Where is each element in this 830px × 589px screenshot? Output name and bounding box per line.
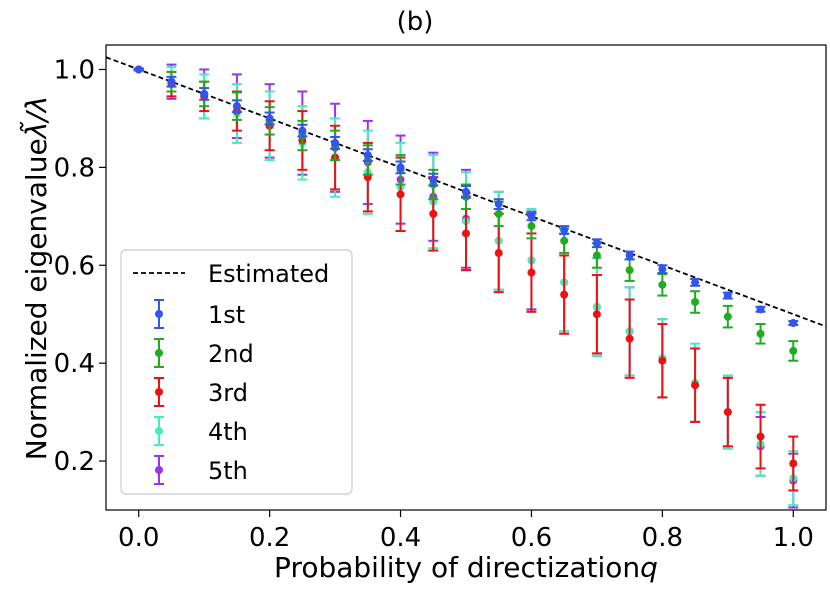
data-point (298, 126, 307, 135)
legend-label: 4th (208, 418, 248, 446)
legend-swatch-dot (155, 388, 163, 396)
x-tick-label: 0.2 (249, 523, 290, 553)
data-point (560, 236, 569, 245)
series-1 (133, 65, 799, 328)
data-point (723, 312, 732, 321)
x-tick-label: 0.0 (118, 523, 159, 553)
legend-swatch-dot (155, 466, 163, 474)
data-point (429, 209, 438, 218)
data-point (789, 459, 798, 468)
data-point (494, 209, 503, 218)
data-point (494, 249, 503, 258)
data-point (363, 151, 372, 160)
data-point (691, 381, 700, 390)
legend-label: 1st (208, 301, 245, 329)
plot-frame (105, 44, 827, 511)
x-tick-label: 1.0 (773, 523, 814, 553)
data-point (265, 114, 274, 123)
x-axis-label-text: Probability of directization (274, 551, 640, 584)
legend-label-estimated: Estimated (208, 260, 329, 288)
data-point (756, 432, 765, 441)
data-point (200, 89, 209, 98)
data-point (756, 329, 765, 338)
data-point (592, 251, 601, 260)
data-point (723, 408, 732, 417)
data-point (756, 305, 765, 314)
legend-swatch-dot (155, 310, 163, 318)
y-tick-label: 1.0 (54, 55, 95, 85)
x-tick-label: 0.6 (511, 523, 552, 553)
axis-ticks: 0.0 0.2 0.4 0.6 0.8 1.0 0.2 0.4 0.6 0.8 1.0 (54, 55, 814, 553)
data-point (625, 251, 634, 260)
x-tick-label: 0.8 (642, 523, 683, 553)
data-point (429, 175, 438, 184)
data-point (789, 319, 798, 328)
y-tick-label: 0.4 (54, 349, 95, 379)
legend-label: 5th (208, 457, 248, 485)
data-point (462, 229, 470, 238)
data-point (396, 190, 405, 199)
data-point (723, 291, 732, 300)
data-point (691, 278, 700, 287)
data-point (658, 265, 667, 274)
y-axis-label-var: λ̃/λ (19, 96, 53, 141)
y-tick-label: 0.8 (54, 153, 95, 183)
x-tick-label: 0.4 (380, 523, 421, 553)
data-point (527, 212, 536, 221)
data-point (592, 310, 601, 319)
data-point (527, 268, 536, 277)
data-point (560, 226, 569, 235)
data-point (527, 222, 536, 231)
data-point (625, 266, 634, 275)
y-tick-label: 0.6 (54, 251, 95, 281)
data-point (462, 187, 470, 196)
data-point (560, 290, 569, 299)
data-point (331, 138, 340, 147)
legend-label: 2nd (208, 340, 254, 368)
data-point (691, 297, 700, 306)
chart-title: (b) (397, 7, 434, 37)
y-tick-label: 0.2 (54, 447, 95, 477)
data-point (658, 280, 667, 289)
legend-swatch-dot (155, 427, 163, 435)
y-axis-label-text: Normalized eigenvalue (20, 138, 53, 460)
series-layer (133, 63, 799, 509)
data-point (167, 77, 176, 86)
data-point (232, 102, 241, 111)
legend-swatch-dot (155, 349, 163, 357)
data-point (658, 356, 667, 365)
legend: Estimated 1st 2nd 3rd 4th 5th (120, 249, 353, 495)
data-point (789, 346, 798, 355)
legend-frame (120, 249, 353, 495)
data-point (494, 200, 503, 209)
data-point (592, 239, 601, 248)
x-axis-label: Probability of directizationq (274, 551, 658, 584)
x-axis-label-var: q (640, 551, 658, 584)
legend-label: 3rd (208, 379, 248, 407)
data-point (134, 65, 143, 74)
data-point (396, 163, 405, 172)
y-axis-label: Normalized eigenvalueλ̃/λ (19, 96, 53, 461)
data-point (625, 334, 634, 343)
